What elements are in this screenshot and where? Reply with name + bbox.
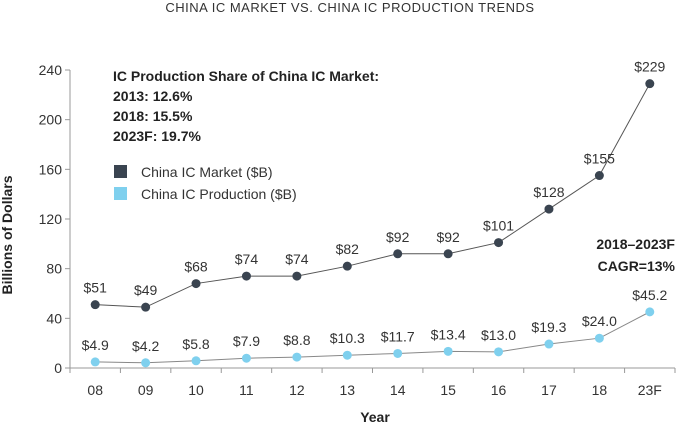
annotation-line-2023f: 2023F: 19.7%	[113, 128, 201, 144]
data-point-market	[494, 238, 504, 248]
x-tick-label: 14	[390, 382, 406, 398]
y-tick-label: 0	[54, 360, 62, 376]
x-tick-label: 11	[239, 382, 254, 398]
data-label-market: $51	[84, 280, 108, 296]
data-label-production: $4.2	[132, 338, 159, 354]
data-label-production: $5.8	[182, 336, 209, 352]
data-label-production: $11.7	[381, 328, 415, 344]
data-point-market	[544, 204, 554, 214]
y-tick-label: 40	[46, 310, 62, 326]
cagr-period: 2018–2023F	[596, 236, 675, 252]
cagr-annotation: 2018–2023F CAGR=13%	[596, 236, 675, 274]
x-tick-label: 10	[188, 382, 204, 398]
data-label-production: $13.4	[431, 326, 466, 342]
x-tick-label: 09	[138, 382, 154, 398]
data-point-market	[443, 249, 453, 259]
cagr-value: CAGR=13%	[598, 258, 676, 274]
data-point-market	[292, 271, 302, 281]
annotation: IC Production Share of China IC Market: …	[113, 68, 379, 144]
y-axis-label: Billions of Dollars	[0, 175, 15, 294]
data-point-production	[241, 353, 251, 363]
data-point-production	[393, 348, 403, 358]
data-label-market: $155	[584, 151, 615, 167]
x-tick-label: 13	[340, 382, 356, 398]
data-point-market	[342, 261, 352, 271]
series-line-production	[95, 311, 651, 364]
series-lines	[95, 83, 651, 364]
data-point-production	[443, 346, 453, 356]
data-point-market	[141, 302, 151, 312]
y-tick-label: 160	[39, 161, 63, 177]
data-label-production: $10.3	[330, 330, 365, 346]
y-tick-label: 240	[39, 62, 63, 78]
data-point-market	[241, 271, 251, 281]
series-points	[90, 79, 655, 368]
data-label-market: $229	[634, 59, 665, 75]
legend-label-market: China IC Market ($B)	[141, 164, 272, 180]
data-label-production: $13.0	[481, 327, 516, 343]
annotation-heading: IC Production Share of China IC Market:	[113, 68, 379, 84]
series-line-market	[95, 83, 651, 308]
legend-swatch-production	[114, 187, 127, 200]
data-point-production	[90, 357, 100, 367]
data-label-market: $74	[235, 251, 259, 267]
x-tick-label: 23F	[638, 382, 662, 398]
legend-label-production: China IC Production ($B)	[141, 186, 297, 202]
x-tick-label: 16	[491, 382, 507, 398]
legend: China IC Market ($B) China IC Production…	[114, 164, 297, 202]
x-tick-label: 08	[87, 382, 103, 398]
data-point-production	[544, 339, 554, 349]
data-point-market	[90, 300, 100, 310]
data-point-production	[494, 347, 504, 357]
data-label-market: $82	[336, 241, 360, 257]
y-tick-label: 120	[39, 211, 63, 227]
data-label-production: $19.3	[531, 319, 566, 335]
data-point-production	[645, 307, 655, 317]
data-point-market	[594, 171, 604, 181]
data-label-production: $45.2	[632, 287, 667, 303]
x-tick-label: 18	[592, 382, 608, 398]
data-point-production	[594, 333, 604, 343]
data-label-market: $101	[483, 218, 514, 234]
axes: 0 40 80 120 160 200 240 08 09 10 11 12 13 14 15 16 17 18 2…	[39, 62, 676, 398]
data-label-market: $68	[184, 259, 208, 275]
data-label-production: $8.8	[283, 332, 310, 348]
data-label-market: $74	[285, 251, 309, 267]
x-tick-label: 17	[541, 382, 557, 398]
data-label-market: $92	[436, 229, 460, 245]
data-label-production: $24.0	[582, 313, 617, 329]
x-tick-label: 12	[289, 382, 305, 398]
x-tick-label: 15	[440, 382, 456, 398]
data-point-market	[645, 79, 655, 89]
data-point-production	[191, 356, 201, 366]
data-point-market	[191, 279, 201, 289]
data-point-production	[292, 352, 302, 362]
data-label-market: $128	[533, 184, 564, 200]
annotation-line-2018: 2018: 15.5%	[113, 108, 193, 124]
data-label-market: $92	[386, 229, 410, 245]
annotation-line-2013: 2013: 12.6%	[113, 88, 193, 104]
data-label-production: $4.9	[82, 337, 109, 353]
chart-title: CHINA IC MARKET VS. CHINA IC PRODUCTION …	[165, 0, 534, 15]
y-tick-label: 80	[46, 261, 62, 277]
data-label-production: $7.9	[233, 333, 260, 349]
y-tick-label: 200	[39, 112, 63, 128]
data-label-market: $49	[134, 282, 158, 298]
data-point-production	[342, 350, 352, 360]
data-point-market	[393, 249, 403, 259]
x-axis-label: Year	[360, 409, 390, 425]
data-point-production	[141, 358, 151, 368]
series-labels: $51 $49 $68 $74 $74 $82 $92 $92 $101 $128 $155 $229…	[82, 59, 668, 354]
legend-swatch-market	[114, 165, 127, 178]
